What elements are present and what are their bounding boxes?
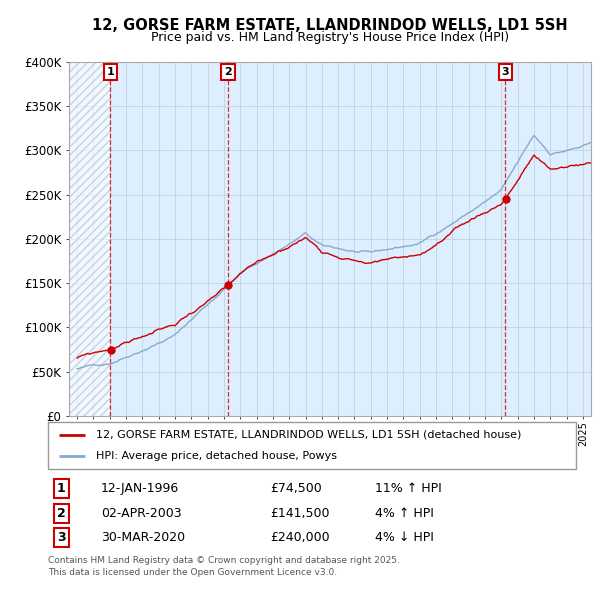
- Text: This data is licensed under the Open Government Licence v3.0.: This data is licensed under the Open Gov…: [48, 568, 337, 576]
- Text: £74,500: £74,500: [270, 482, 322, 495]
- FancyBboxPatch shape: [48, 422, 576, 469]
- Text: 30-MAR-2020: 30-MAR-2020: [101, 532, 185, 545]
- Text: 4% ↑ HPI: 4% ↑ HPI: [376, 507, 434, 520]
- Text: 12-JAN-1996: 12-JAN-1996: [101, 482, 179, 495]
- Text: 3: 3: [57, 532, 65, 545]
- Bar: [69, 62, 110, 416]
- Text: 2: 2: [224, 67, 232, 77]
- Text: 1: 1: [107, 67, 115, 77]
- Text: 4% ↓ HPI: 4% ↓ HPI: [376, 532, 434, 545]
- Text: 3: 3: [502, 67, 509, 77]
- Text: 11% ↑ HPI: 11% ↑ HPI: [376, 482, 442, 495]
- Text: Contains HM Land Registry data © Crown copyright and database right 2025.: Contains HM Land Registry data © Crown c…: [48, 556, 400, 565]
- Text: 2: 2: [57, 507, 65, 520]
- Text: £141,500: £141,500: [270, 507, 329, 520]
- Text: 12, GORSE FARM ESTATE, LLANDRINDOD WELLS, LD1 5SH (detached house): 12, GORSE FARM ESTATE, LLANDRINDOD WELLS…: [95, 430, 521, 440]
- Text: Price paid vs. HM Land Registry's House Price Index (HPI): Price paid vs. HM Land Registry's House …: [151, 31, 509, 44]
- Text: 02-APR-2003: 02-APR-2003: [101, 507, 181, 520]
- Text: £240,000: £240,000: [270, 532, 329, 545]
- Text: 12, GORSE FARM ESTATE, LLANDRINDOD WELLS, LD1 5SH: 12, GORSE FARM ESTATE, LLANDRINDOD WELLS…: [92, 18, 568, 32]
- Text: 1: 1: [57, 482, 65, 495]
- Text: HPI: Average price, detached house, Powys: HPI: Average price, detached house, Powy…: [95, 451, 337, 461]
